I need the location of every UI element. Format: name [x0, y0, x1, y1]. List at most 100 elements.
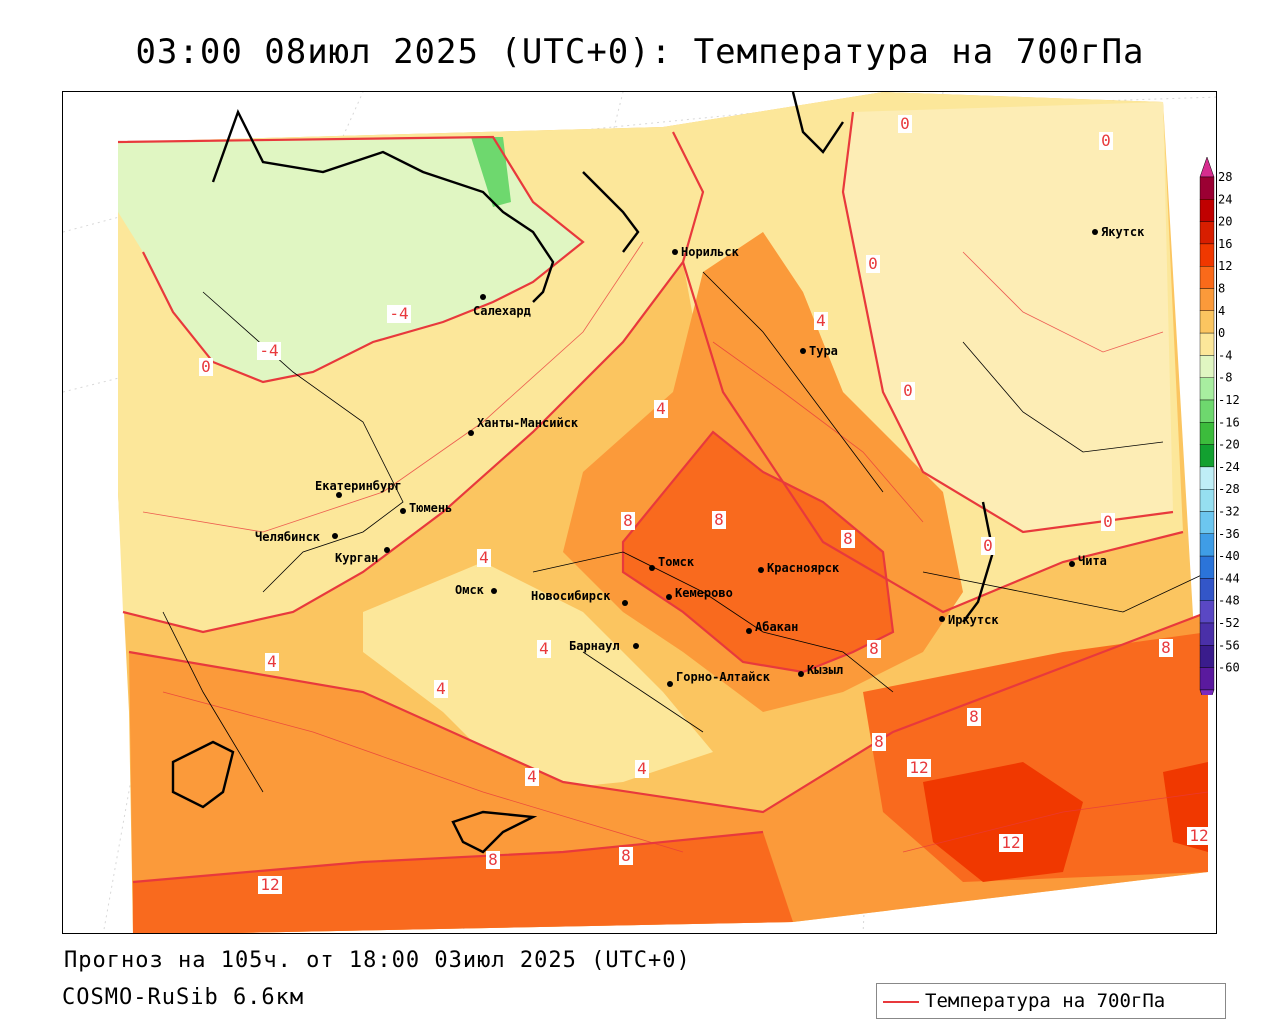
svg-text:Екатеринбург: Екатеринбург	[315, 479, 402, 493]
isotherm-label-bg	[872, 733, 886, 751]
isotherm-label: 4	[527, 767, 537, 786]
colorbar-tick-label: -52	[1218, 616, 1240, 630]
colorbar-tick-label: -8	[1218, 371, 1232, 385]
city-kemerovo: Кемерово	[666, 586, 733, 600]
isotherm-label-bg	[981, 537, 995, 555]
colorbar-tick-label: -56	[1218, 638, 1240, 652]
isotherm-label: 8	[488, 850, 498, 869]
svg-text:Курган: Курган	[335, 551, 378, 565]
isotherm-label-bg	[477, 549, 491, 567]
colorbar-tick-label: -4	[1218, 348, 1232, 362]
isotherm-label: 8	[969, 707, 979, 726]
isotherm-label-bg	[619, 847, 633, 865]
colorbar-tick-label: -48	[1218, 594, 1240, 608]
isotherm-label: 4	[539, 639, 549, 658]
city-yakutsk: Якутск	[1092, 225, 1145, 239]
isotherm-label-bg	[866, 255, 880, 273]
isotherm-label-bg	[621, 512, 635, 530]
colorbar-swatch	[1199, 511, 1215, 534]
isotherm-label: 4	[479, 548, 489, 567]
isotherm-label-bg	[635, 760, 649, 778]
colorbar-tick-label: 4	[1218, 304, 1225, 318]
isotherm-label-bg	[1187, 827, 1211, 845]
legend-label: Температура на 700гПа	[925, 990, 1166, 1012]
colorbar-swatch	[1199, 221, 1215, 245]
isotherm-label: 0	[1103, 512, 1113, 531]
colorbar-tick-label: -40	[1218, 549, 1240, 563]
city-novosibirsk: Новосибирск	[531, 589, 628, 606]
colorbar-swatch	[1199, 466, 1215, 490]
svg-text:Барнаул: Барнаул	[569, 639, 620, 653]
isotherm-label-bg	[654, 400, 668, 418]
isotherm-label-bg	[967, 708, 981, 726]
legend-line-swatch	[883, 1001, 919, 1003]
colorbar-swatch	[1199, 489, 1215, 512]
map-panel: Норильск Якутск Салехард Тура Ханты-Манс…	[62, 91, 1217, 934]
temperature-map: Норильск Якутск Салехард Тура Ханты-Манс…	[63, 92, 1216, 933]
colorbar-swatch	[1199, 578, 1215, 601]
isotherm-label: 12	[909, 758, 928, 777]
city-tura: Тура	[800, 344, 838, 358]
isotherm-value-labels: 0 0 0 0 0 0 0 -4 -4 4 4 4 4 4 4 4 4 8 8 8 8 8 8 8 8 8 12 12 12 12	[199, 114, 1211, 894]
city-kyzyl: Кызыл	[798, 663, 843, 677]
isotherm-label: 0	[1101, 131, 1111, 150]
city-yekaterinburg: Екатеринбург	[315, 479, 402, 498]
isotherm-label-bg	[537, 640, 551, 658]
colorbar-swatch	[1199, 533, 1215, 557]
svg-text:Томск: Томск	[658, 555, 695, 569]
city-khanty-mansiysk: Ханты-Мансийск	[468, 416, 579, 436]
svg-text:Иркутск: Иркутск	[948, 613, 999, 627]
svg-text:Якутск: Якутск	[1101, 225, 1145, 239]
colorbar-swatch	[1199, 332, 1215, 356]
isotherm-lines	[117, 111, 1209, 884]
svg-text:Салехард: Салехард	[473, 304, 531, 318]
isotherm-label: 8	[623, 511, 633, 530]
colorbar-swatch	[1199, 667, 1215, 691]
colorbar-swatch	[1199, 288, 1215, 311]
isotherm-label-bg	[265, 653, 279, 671]
colorbar-tick-label: 24	[1218, 192, 1232, 206]
isotherm-label-bg	[257, 342, 281, 360]
colorbar-swatch	[1199, 199, 1215, 222]
model-name: COSMO-RuSib 6.6км	[62, 985, 305, 1010]
svg-text:Абакан: Абакан	[755, 620, 798, 634]
isotherm-label-bg	[525, 768, 539, 786]
svg-text:Тура: Тура	[809, 344, 838, 358]
colorbar-swatch	[1199, 622, 1215, 646]
colorbar-tick-label: -24	[1218, 460, 1240, 474]
isotherm-label-bg	[841, 530, 855, 548]
colorbar-tick-label: 0	[1218, 326, 1225, 340]
temperature-fill	[118, 92, 1208, 933]
temperature-colorbar: 28 24 20 16 12 8 4 0 -4 -8 -12 -16 -20 -24 -28 -32 -36 -4…	[1199, 156, 1240, 695]
colorbar-tick-label: -20	[1218, 438, 1240, 452]
svg-text:Омск: Омск	[455, 583, 485, 597]
colorbar-tick-label: 8	[1218, 282, 1225, 296]
isotherm-label: 4	[816, 311, 826, 330]
isotherm-label: 0	[201, 357, 211, 376]
colorbar-swatch	[1199, 265, 1215, 289]
isotherm-label-bg	[258, 876, 282, 894]
colorbar-tick-label: -36	[1218, 527, 1240, 541]
isotherm-label-bg	[434, 680, 448, 698]
city-gorno-altaysk: Горно-Алтайск	[667, 670, 771, 687]
isotherm-label-bg	[199, 358, 213, 376]
colorbar-swatch	[1199, 600, 1215, 624]
colorbar-swatch	[1199, 377, 1215, 401]
isotherm-label-bg	[1101, 513, 1115, 531]
city-abakan: Абакан	[746, 620, 798, 634]
isotherm-label-bg	[814, 312, 828, 330]
city-kurgan: Курган	[335, 547, 390, 565]
city-krasnoyarsk: Красноярск	[758, 561, 840, 575]
isotherm-label: 0	[900, 114, 910, 133]
isotherm-label: 8	[621, 846, 631, 865]
colorbar-swatch	[1199, 176, 1215, 200]
colorbar-extend-top	[1199, 156, 1215, 178]
svg-text:Ханты-Мансийск: Ханты-Мансийск	[477, 416, 579, 430]
city-markers: Норильск Якутск Салехард Тура Ханты-Манс…	[255, 225, 1145, 687]
colorbar-tick-label: -12	[1218, 393, 1240, 407]
isotherm-label: 4	[436, 679, 446, 698]
svg-text:Новосибирск: Новосибирск	[531, 589, 611, 603]
boundaries	[162, 271, 1209, 793]
colorbar-swatch	[1199, 355, 1215, 378]
colorbar-tick-label: 20	[1218, 215, 1232, 229]
